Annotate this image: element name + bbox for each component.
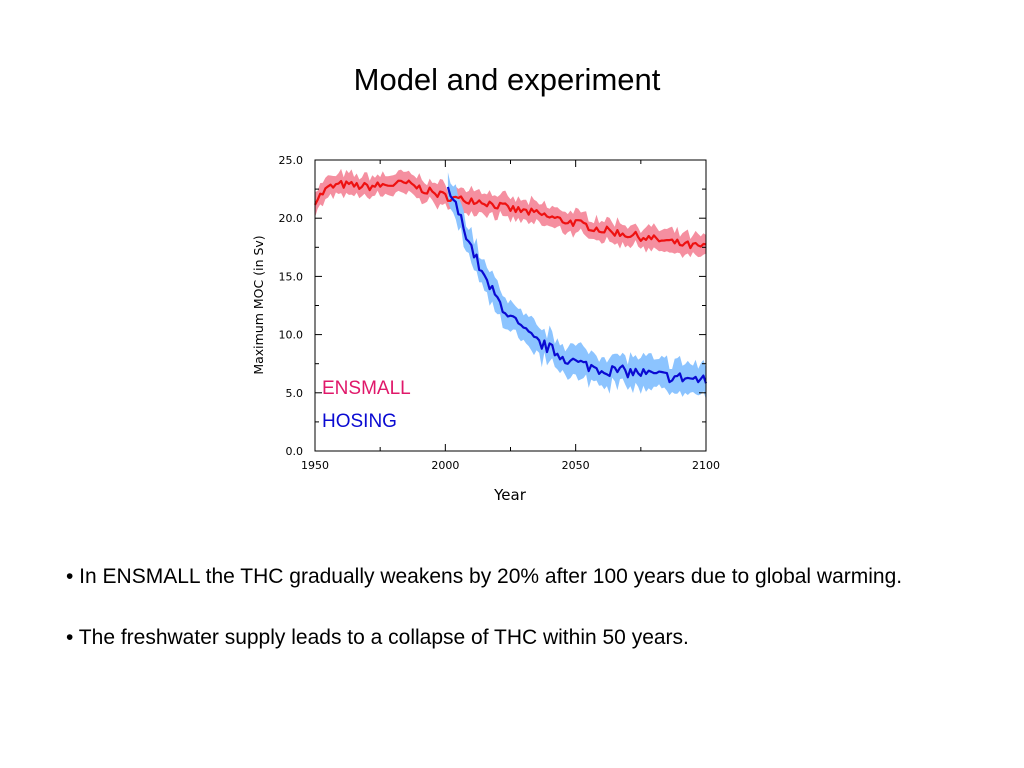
y-tick-label: 10.0 <box>279 329 304 342</box>
x-tick-label: 2000 <box>431 459 459 472</box>
axis-ticks <box>314 159 707 452</box>
slide-title: Model and experiment <box>353 62 661 97</box>
ensmall-spread-band <box>315 168 706 258</box>
y-tick-label: 0.0 <box>286 445 304 458</box>
y-tick-label: 25.0 <box>279 154 304 167</box>
y-axis-title: Maximum MOC (in Sv) <box>251 235 266 374</box>
x-axis-title: Year <box>493 486 527 504</box>
bullet-list: • In ENSMALL the THC gradually weakens b… <box>66 561 906 653</box>
y-tick-label: 20.0 <box>279 212 304 225</box>
y-tick-label: 5.0 <box>286 387 304 400</box>
x-tick-label: 2050 <box>562 459 590 472</box>
x-tick-label: 1950 <box>301 459 329 472</box>
x-tick-label: 2100 <box>692 459 720 472</box>
bullet-freshwater: • The freshwater supply leads to a colla… <box>66 626 689 649</box>
legend-ensmall: ENSMALL <box>322 378 411 399</box>
legend-hosing: HOSING <box>322 411 397 432</box>
moc-line-chart: 1950 2000 2050 2100 0.0 5.0 10.0 15.0 20.0 25.0 Y… <box>251 154 721 504</box>
uncertainty-bands <box>315 168 706 400</box>
bullet-ensmall: • In ENSMALL the THC gradually weakens b… <box>66 565 903 588</box>
ensmall-series-line <box>314 179 707 250</box>
y-tick-label: 15.0 <box>279 270 304 283</box>
series-lines <box>314 179 708 384</box>
axis-tick-labels: 1950 2000 2050 2100 0.0 5.0 10.0 15.0 20.0 25.0 <box>279 154 721 472</box>
hosing-series-line <box>446 186 708 384</box>
